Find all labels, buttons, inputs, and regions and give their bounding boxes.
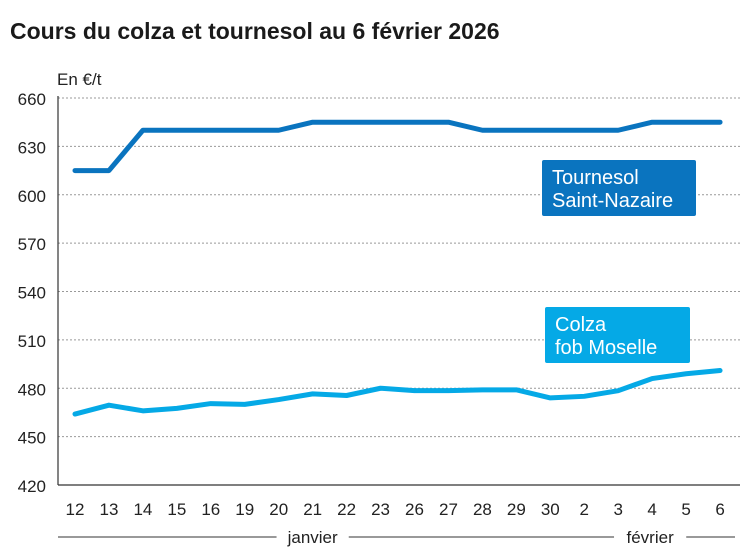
x-tick-label: 23 [371, 500, 390, 519]
series-label-text: Colza [555, 314, 607, 336]
chart-title: Cours du colza et tournesol au 6 février… [10, 18, 500, 44]
x-tick-label: 5 [681, 500, 690, 519]
series-label-box [542, 160, 696, 216]
y-tick-label: 480 [18, 380, 46, 399]
y-tick-label: 660 [18, 90, 46, 109]
x-tick-label: 6 [715, 500, 724, 519]
y-tick-label: 510 [18, 332, 46, 351]
y-tick-label: 600 [18, 187, 46, 206]
x-tick-label: 16 [201, 500, 220, 519]
x-tick-label: 3 [613, 500, 622, 519]
x-tick-label: 29 [507, 500, 526, 519]
series-label-text: Saint-Nazaire [552, 190, 673, 212]
series-label-box [545, 307, 690, 363]
series-line-tournesol [72, 119, 723, 174]
x-tick-label: 22 [337, 500, 356, 519]
x-tick-label: 28 [473, 500, 492, 519]
y-tick-label: 540 [18, 284, 46, 303]
x-tick-label: 15 [167, 500, 186, 519]
x-tick-label: 26 [405, 500, 424, 519]
y-tick-label: 570 [18, 235, 46, 254]
series-label-text: fob Moselle [555, 337, 657, 359]
y-tick-label: 420 [18, 477, 46, 496]
x-tick-label: 14 [133, 500, 152, 519]
x-tick-label: 12 [66, 500, 85, 519]
series-label-text: Tournesol [552, 167, 639, 189]
x-tick-label: 27 [439, 500, 458, 519]
x-tick-label: 2 [580, 500, 589, 519]
month-label: janvier [287, 528, 338, 547]
y-tick-label: 450 [18, 429, 46, 448]
x-tick-label: 21 [303, 500, 322, 519]
y-tick-label: 630 [18, 138, 46, 157]
month-label: février [627, 528, 675, 547]
x-tick-label: 13 [99, 500, 118, 519]
y-axis-label: En €/t [57, 70, 102, 89]
x-tick-label: 20 [269, 500, 288, 519]
x-tick-label: 4 [647, 500, 656, 519]
series-line-colza [72, 368, 723, 417]
x-tick-label: 19 [235, 500, 254, 519]
x-tick-label: 30 [541, 500, 560, 519]
